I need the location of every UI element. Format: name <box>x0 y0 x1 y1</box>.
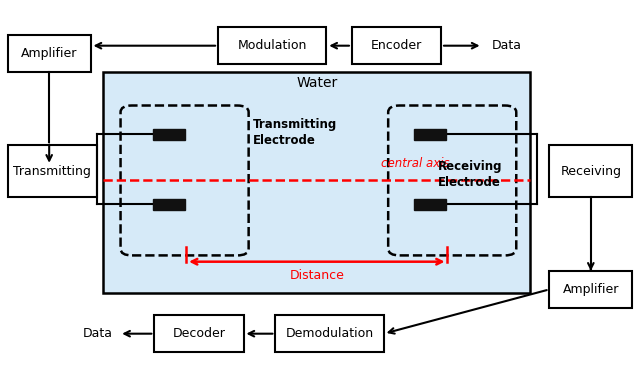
Text: central axis: central axis <box>381 157 449 170</box>
FancyBboxPatch shape <box>414 129 446 140</box>
FancyBboxPatch shape <box>218 27 326 64</box>
FancyBboxPatch shape <box>153 199 185 210</box>
FancyBboxPatch shape <box>153 129 185 140</box>
FancyBboxPatch shape <box>275 315 384 352</box>
Text: Transmitting: Transmitting <box>13 165 92 178</box>
FancyBboxPatch shape <box>8 145 97 197</box>
FancyBboxPatch shape <box>103 71 531 293</box>
FancyBboxPatch shape <box>352 27 441 64</box>
Text: Receiving
Electrode: Receiving Electrode <box>438 160 502 189</box>
FancyBboxPatch shape <box>154 315 244 352</box>
FancyBboxPatch shape <box>414 199 446 210</box>
Text: Encoder: Encoder <box>371 39 422 52</box>
Text: Data: Data <box>83 327 113 340</box>
Text: Amplifier: Amplifier <box>21 46 77 60</box>
FancyBboxPatch shape <box>549 271 632 308</box>
Text: Demodulation: Demodulation <box>285 327 374 340</box>
Text: Water: Water <box>296 76 337 90</box>
Text: Amplifier: Amplifier <box>563 283 619 296</box>
Text: Transmitting
Electrode: Transmitting Electrode <box>253 118 337 147</box>
FancyBboxPatch shape <box>549 145 632 197</box>
Text: Decoder: Decoder <box>173 327 225 340</box>
Text: Distance: Distance <box>289 269 344 282</box>
Text: Modulation: Modulation <box>237 39 307 52</box>
Text: Data: Data <box>492 39 522 52</box>
FancyBboxPatch shape <box>8 35 91 71</box>
Text: Receiving: Receiving <box>560 165 621 178</box>
